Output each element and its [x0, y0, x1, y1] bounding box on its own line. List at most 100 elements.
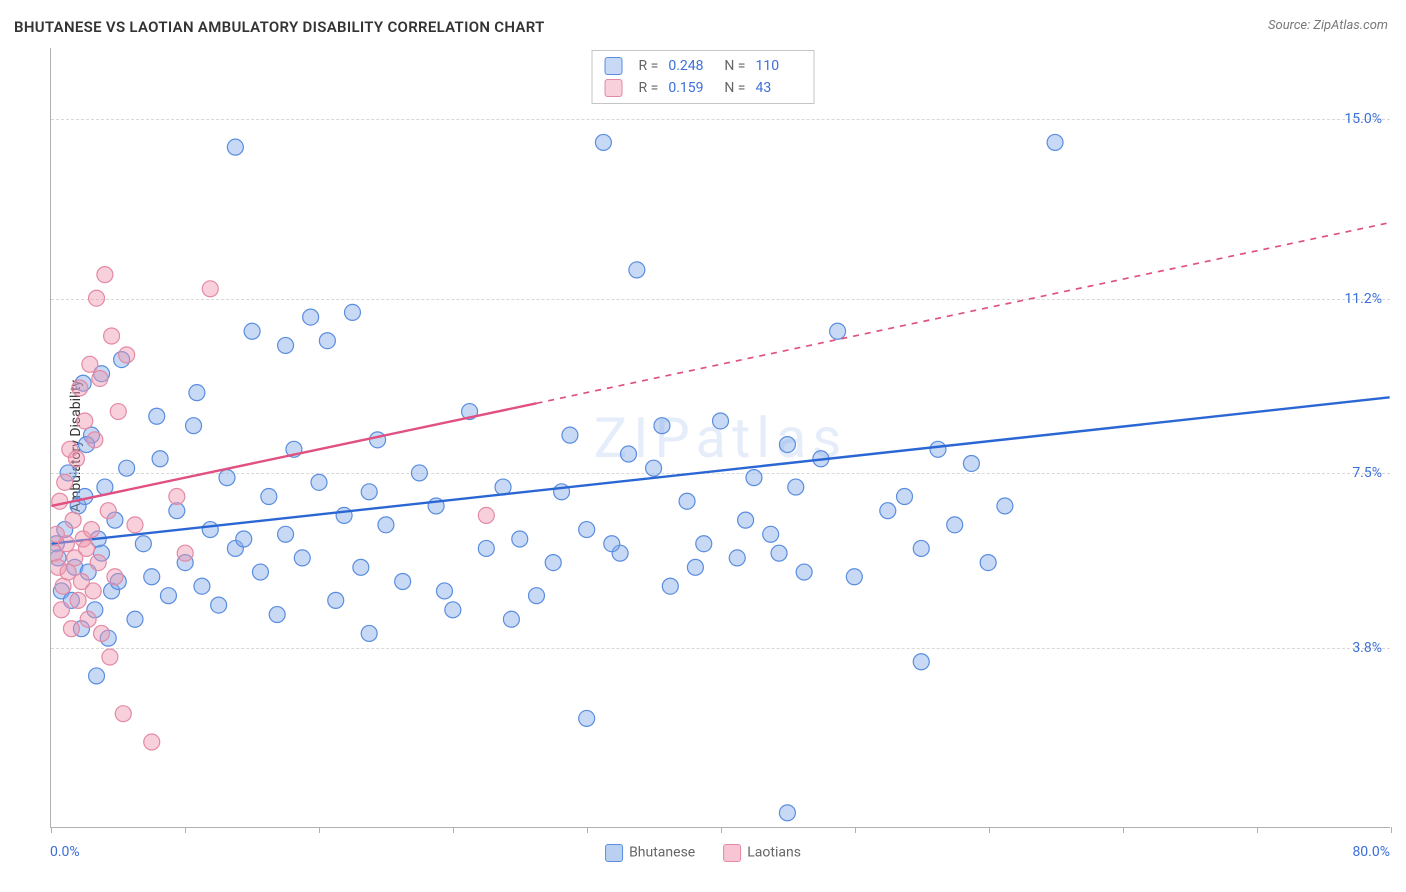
scatter-point: [77, 413, 93, 429]
scatter-point: [177, 545, 193, 561]
plot-area: ZIPatlas 3.8%7.5%11.2%15.0%: [50, 48, 1390, 828]
legend-swatch-bhutanese: [605, 57, 623, 75]
x-tick: [721, 827, 722, 833]
scatter-point: [796, 564, 812, 580]
scatter-point: [604, 536, 620, 552]
scatter-point: [319, 333, 335, 349]
scatter-point: [52, 493, 68, 509]
scatter-point: [78, 540, 94, 556]
x-tick: [587, 827, 588, 833]
scatter-point: [89, 668, 105, 684]
scatter-point: [160, 588, 176, 604]
legend-swatch: [605, 844, 623, 862]
x-tick: [1391, 827, 1392, 833]
scatter-point: [771, 545, 787, 561]
r-value: 0.159: [668, 80, 714, 96]
scatter-point: [629, 262, 645, 278]
scatter-point: [562, 427, 578, 443]
scatter-point: [55, 578, 71, 594]
scatter-point: [144, 734, 160, 750]
scatter-point: [528, 588, 544, 604]
scatter-point: [579, 522, 595, 538]
scatter-point: [236, 531, 252, 547]
scatter-point: [947, 517, 963, 533]
scatter-point: [913, 654, 929, 670]
scatter-point: [227, 139, 243, 155]
legend-swatch-laotians: [605, 79, 623, 97]
scatter-point: [294, 550, 310, 566]
scatter-point: [311, 474, 327, 490]
scatter-point: [97, 267, 113, 283]
scatter-point: [119, 460, 135, 476]
scatter-point: [102, 649, 118, 665]
scatter-point: [70, 592, 86, 608]
scatter-point: [880, 503, 896, 519]
scatter-point: [211, 597, 227, 613]
scatter-point: [261, 489, 277, 505]
scatter-point: [654, 418, 670, 434]
scatter-point: [997, 498, 1013, 514]
scatter-point: [395, 574, 411, 590]
scatter-point: [90, 555, 106, 571]
scatter-point: [445, 602, 461, 618]
scatter-point: [621, 446, 637, 462]
scatter-point: [646, 460, 662, 476]
scatter-point: [107, 569, 123, 585]
trend-line-dashed: [536, 223, 1389, 404]
x-tick: [185, 827, 186, 833]
scatter-point: [370, 432, 386, 448]
scatter-point: [788, 479, 804, 495]
x-tick: [453, 827, 454, 833]
scatter-point: [82, 356, 98, 372]
correlation-legend: R = 0.248 N = 110 R = 0.159 N = 43: [592, 50, 815, 104]
n-value: 110: [755, 58, 801, 74]
x-axis-min-label: 0.0%: [50, 844, 80, 860]
legend-item: Laotians: [723, 844, 801, 862]
scatter-point: [738, 512, 754, 528]
scatter-point: [110, 404, 126, 420]
legend-label: Bhutanese: [629, 845, 695, 861]
scatter-point: [980, 555, 996, 571]
trend-line: [51, 403, 536, 506]
n-label: N =: [724, 58, 745, 74]
scatter-point: [72, 380, 88, 396]
scatter-point: [503, 611, 519, 627]
scatter-point: [478, 540, 494, 556]
r-label: R =: [639, 80, 659, 96]
legend-swatch: [723, 844, 741, 862]
scatter-point: [53, 602, 69, 618]
scatter-point: [100, 503, 116, 519]
x-tick: [989, 827, 990, 833]
n-label: N =: [724, 80, 745, 96]
legend-label: Laotians: [747, 845, 801, 861]
scatter-point: [729, 550, 745, 566]
scatter-point: [344, 304, 360, 320]
scatter-point: [149, 408, 165, 424]
scatter-point: [57, 474, 73, 490]
scatter-point: [913, 540, 929, 556]
scatter-point: [378, 517, 394, 533]
scatter-point: [202, 522, 218, 538]
scatter-point: [219, 470, 235, 486]
scatter-point: [713, 413, 729, 429]
scatter-point: [595, 134, 611, 150]
scatter-point: [930, 441, 946, 457]
scatter-point: [579, 710, 595, 726]
r-label: R =: [639, 58, 659, 74]
scatter-point: [687, 559, 703, 575]
x-axis-max-label: 80.0%: [1352, 844, 1390, 860]
scatter-point: [87, 432, 103, 448]
scatter-point: [436, 583, 452, 599]
scatter-point: [512, 531, 528, 547]
scatter-point: [119, 347, 135, 363]
scatter-point: [58, 536, 74, 552]
scatter-point: [186, 418, 202, 434]
scatter-point: [127, 517, 143, 533]
scatter-point: [846, 569, 862, 585]
scatter-point: [152, 451, 168, 467]
scatter-point: [353, 559, 369, 575]
scatter-point: [135, 536, 151, 552]
scatter-point: [60, 564, 76, 580]
scatter-point: [303, 309, 319, 325]
scatter-point: [65, 512, 81, 528]
